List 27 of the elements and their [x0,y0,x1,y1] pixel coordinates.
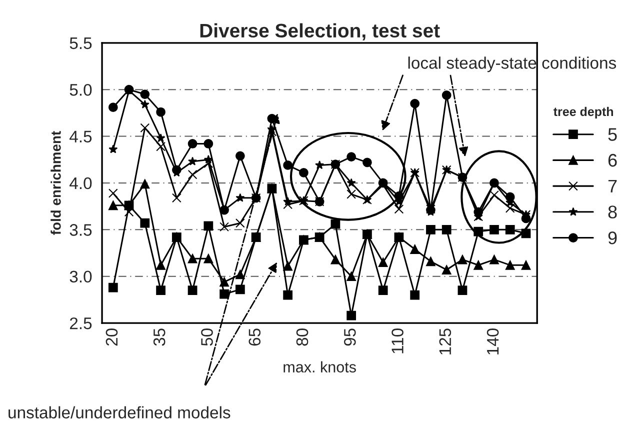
y-tick-label: 4.0 [70,177,92,190]
y-axis-title: fold enrichment [50,131,61,235]
legend-label: 7 [608,180,617,192]
y-tick-label: 3.5 [70,224,92,236]
y-tick-label: 5.5 [70,37,92,50]
chart-title: Diverse Selection, test set [200,23,440,40]
legend-label: 6 [608,154,617,167]
text: unstable/underdefined models [8,406,230,418]
legend-label: 8 [608,206,617,218]
y-tick-label: 2.5 [70,317,92,330]
legend-label: 9 [608,231,617,244]
x-tick-label: 65 [248,328,261,346]
x-tick-label: 125 [439,328,452,354]
annotation: local steady-state conditions [408,56,616,72]
legend-label: 5 [608,128,617,141]
x-tick-label: 140 [486,328,499,354]
x-tick-label: 80 [296,328,308,346]
y-tick-label: 3.0 [70,270,92,283]
x-tick-label: 110 [392,328,404,354]
x-axis-title: max. knots [284,361,356,372]
legend-title: tree depth [554,106,614,119]
y-tick-label: 5.0 [70,84,92,96]
x-tick-label: 50 [201,328,213,346]
x-tick-label: 95 [344,328,356,346]
y-tick-label: 4.5 [70,130,92,142]
x-tick-label: 20 [106,328,118,346]
x-tick-label: 35 [153,328,166,346]
